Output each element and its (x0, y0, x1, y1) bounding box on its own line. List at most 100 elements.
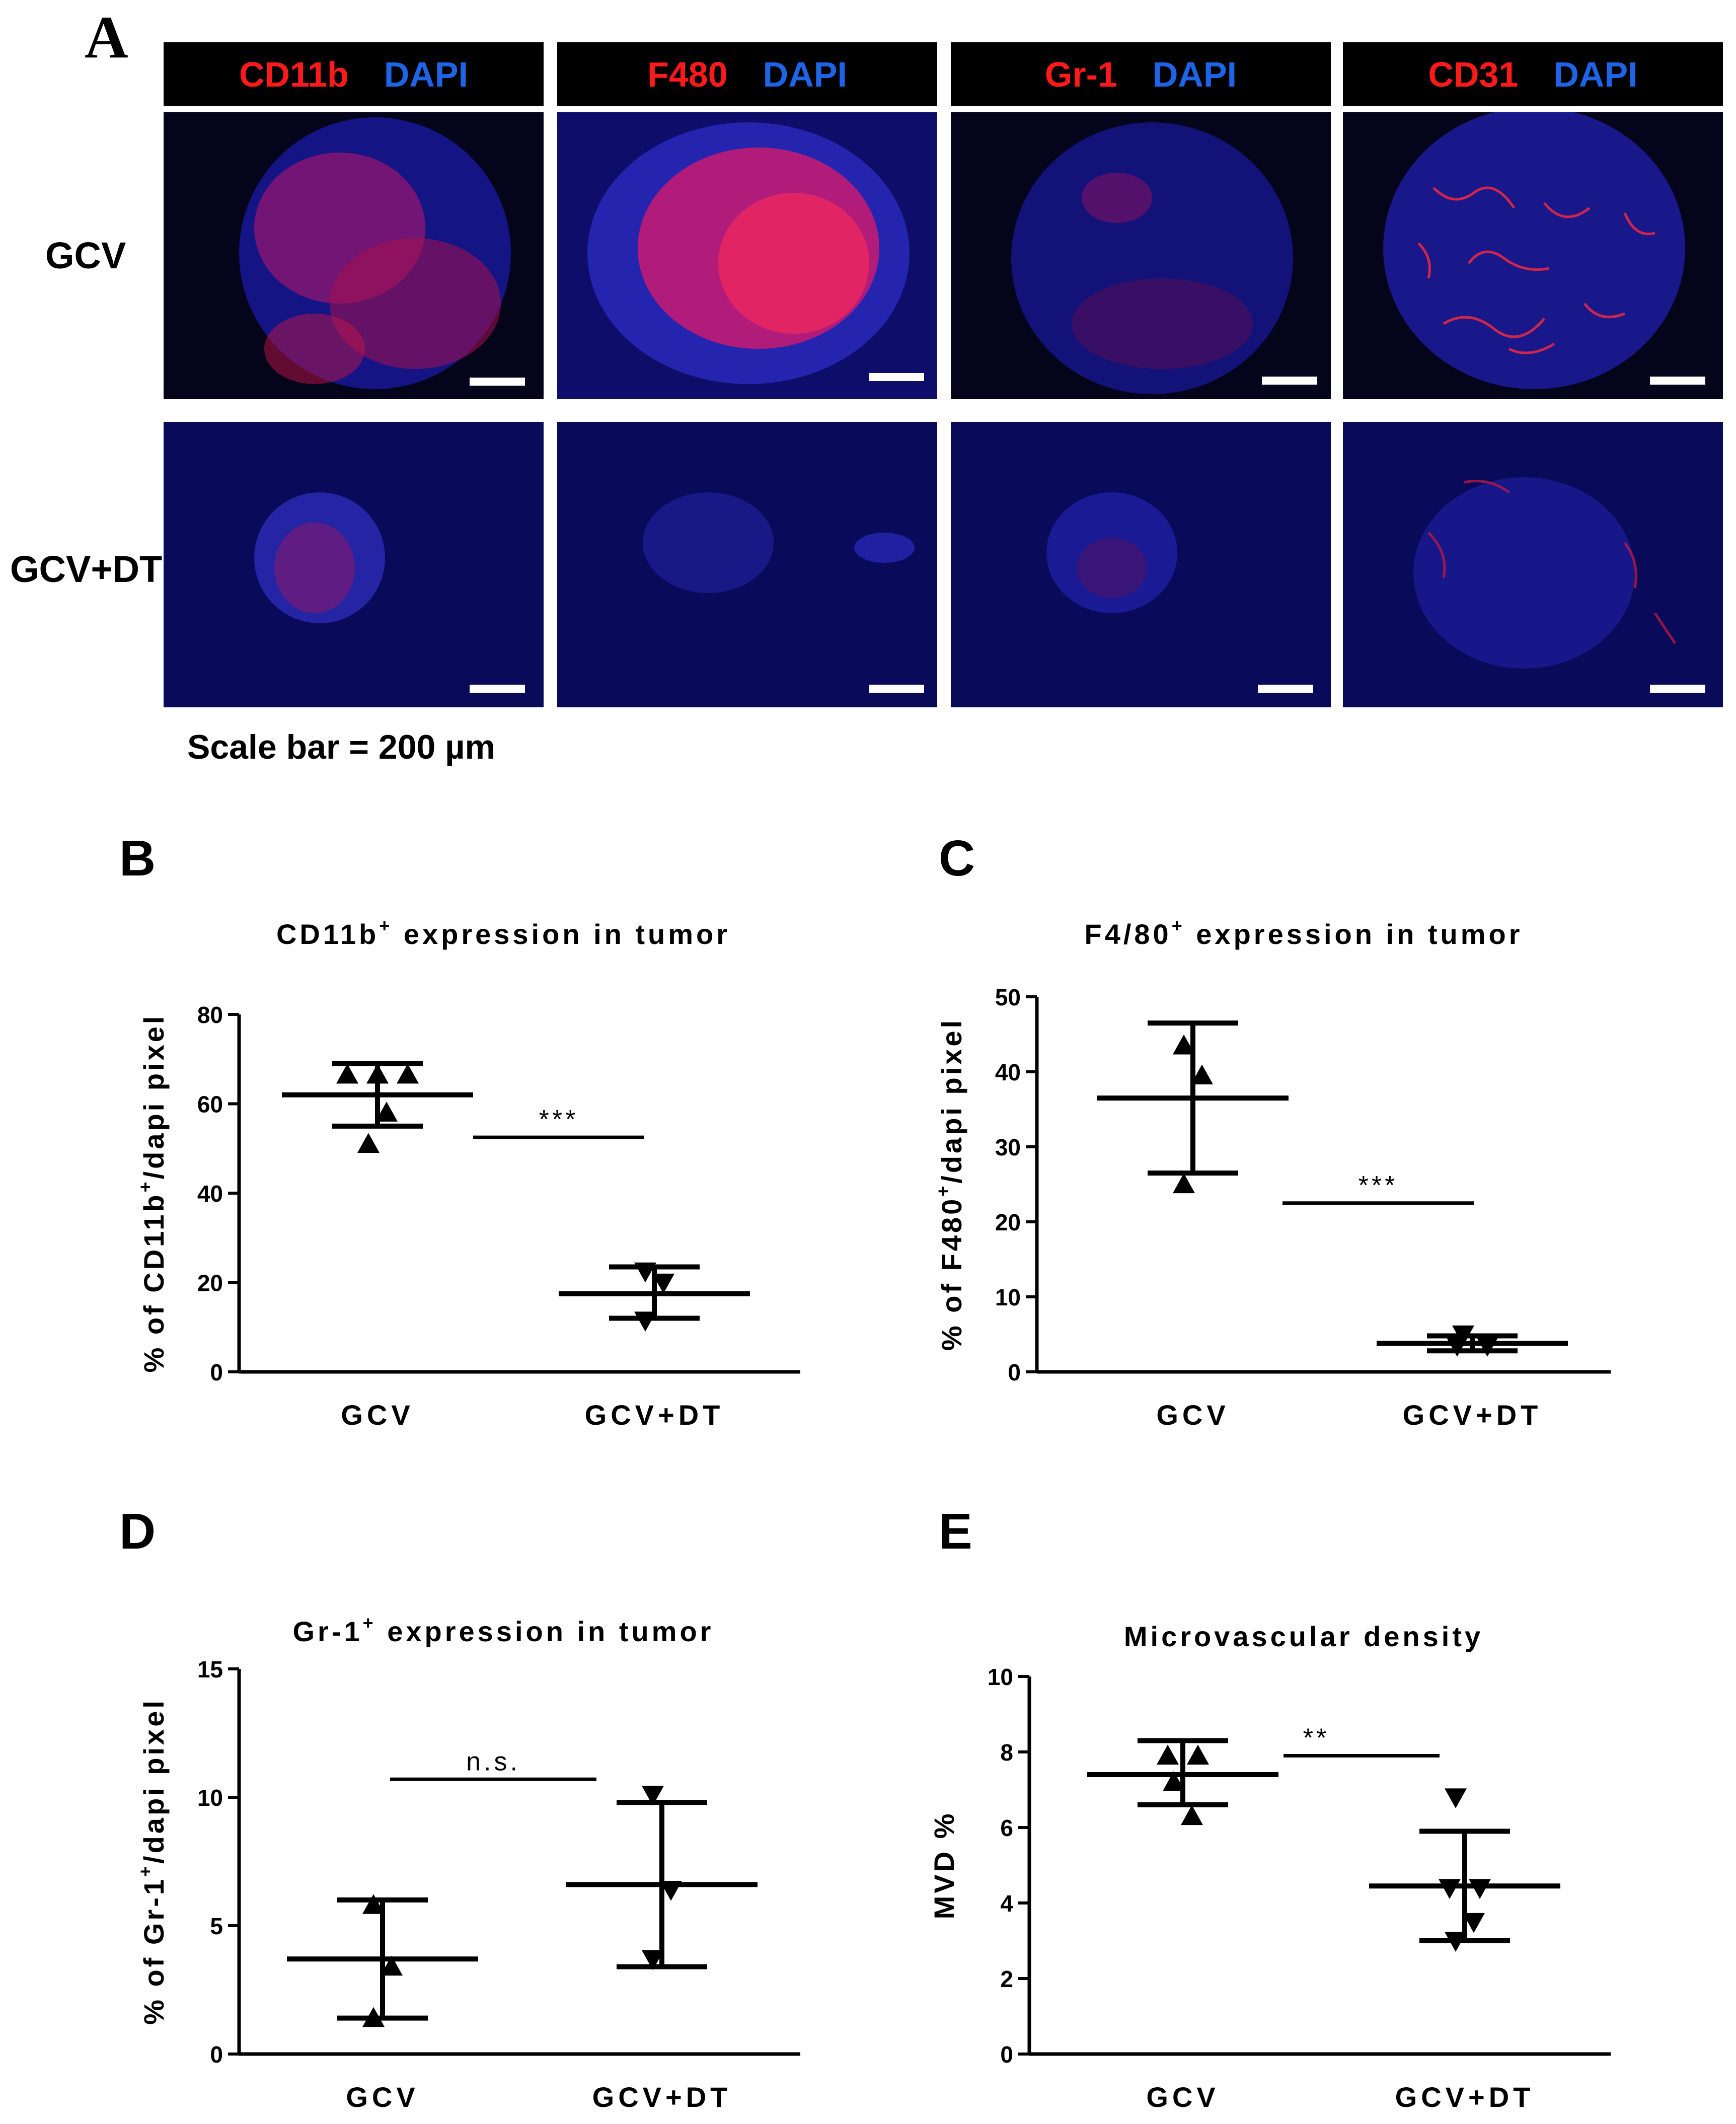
micrograph-image (1383, 112, 1685, 389)
data-point (642, 1786, 664, 1806)
micrograph-image (1343, 422, 1723, 707)
data-point (336, 1063, 358, 1084)
data-point (1191, 1064, 1213, 1085)
micrograph-gcvdt-cd11b (164, 422, 544, 707)
y-axis-label-sup: + (135, 1864, 156, 1877)
x-category-label: GCV (346, 2081, 419, 2113)
data-point (1173, 1034, 1195, 1055)
y-tick-label: 30 (995, 1134, 1021, 1160)
y-tick-label: 80 (197, 1002, 223, 1028)
y-tick-label: 20 (995, 1209, 1021, 1235)
x-category-label: GCV+DT (1403, 1399, 1542, 1431)
column-header-gr1: Gr-1 DAPI (951, 42, 1331, 106)
y-tick-label: 2 (1000, 1966, 1013, 1992)
data-point (1446, 1337, 1468, 1357)
data-point (1173, 1173, 1195, 1194)
data-point (375, 1102, 398, 1122)
y-tick-label: 6 (1000, 1815, 1013, 1841)
panel-b-letter: B (119, 830, 156, 887)
data-point (1469, 1879, 1491, 1899)
scale-bar (869, 373, 924, 381)
data-point (362, 2007, 385, 2027)
micrograph-image (557, 112, 937, 399)
x-category-label: GCV+DT (585, 1399, 724, 1431)
y-tick-label: 0 (1008, 1359, 1021, 1385)
data-point (1463, 1913, 1485, 1933)
stain-label: DAPI (763, 54, 847, 94)
data-point (660, 1881, 682, 1901)
y-axis-label-pre: % of CD11b (138, 1192, 170, 1372)
chart-title-sup: + (379, 915, 393, 936)
micrograph-image (239, 117, 511, 389)
y-axis-label-pre: % of Gr-1 (138, 1877, 170, 2025)
chart-title-base: Gr-1 (293, 1616, 363, 1647)
y-tick-label: 50 (995, 984, 1021, 1010)
stain-label: DAPI (1152, 54, 1237, 94)
x-category-label: GCV+DT (592, 2081, 732, 2113)
marker-label: Gr-1 (1044, 54, 1117, 94)
significance-label: *** (1358, 1171, 1398, 1200)
scale-bar (1650, 685, 1705, 693)
y-axis-label: % of CD11b+/dapi pixel (135, 1014, 170, 1373)
chart-title-base: F4/80 (1084, 918, 1171, 950)
chart-title: Microvascular density (1124, 1621, 1483, 1652)
y-tick-label: 0 (1000, 2041, 1013, 2068)
stain-label: DAPI (384, 54, 469, 94)
x-category-label: GCV+DT (1395, 2081, 1535, 2113)
scale-bar (470, 685, 525, 693)
row-label-gcv-dt: GCV+DT (10, 548, 163, 590)
column-header-f480: F480 DAPI (557, 42, 937, 106)
data-point (1187, 1744, 1209, 1765)
chart-title: Gr-1+ expression in tumor (293, 1613, 714, 1647)
data-point (366, 1063, 389, 1084)
y-axis-label: % of Gr-1+/dapi pixel (135, 1698, 170, 2025)
chart-title-base: CD11b (276, 918, 379, 950)
chart-title-rest: expression in tumor (393, 918, 730, 950)
data-point (1157, 1744, 1179, 1765)
y-axis-label: MVD % (928, 1811, 960, 1920)
y-axis-label: % of F480+/dapi pixel (933, 1018, 967, 1351)
y-tick-label: 4 (1000, 1890, 1013, 1917)
scale-bar (1262, 377, 1317, 385)
chart-f480: F4/80+ expression in tumor % of F480+/dap… (933, 915, 1611, 1431)
x-category-label: GCV (341, 1399, 414, 1431)
micrograph-image (951, 422, 1331, 707)
micrograph-gcv-cd31 (1343, 112, 1723, 399)
data-point (1439, 1879, 1461, 1899)
scale-bar (470, 378, 525, 386)
y-axis-label-sup: + (135, 1179, 156, 1192)
y-axis-label-post: /dapi pixel (138, 1014, 170, 1180)
data-point (1476, 1337, 1498, 1357)
y-tick-label: 0 (210, 1359, 223, 1385)
data-point (362, 1894, 385, 1914)
y-tick-label: 15 (197, 1656, 223, 1682)
x-category-label: GCV (1156, 1399, 1229, 1431)
chart-title-base: Microvascular density (1124, 1621, 1483, 1652)
panel-c-letter: C (939, 830, 975, 887)
chart-title: F4/80+ expression in tumor (1084, 915, 1523, 950)
y-axis-label-post: /dapi pixel (936, 1018, 967, 1184)
y-tick-label: 8 (1000, 1739, 1013, 1766)
micrograph-gcv-f480 (557, 112, 937, 399)
marker-label: CD11b (239, 54, 349, 94)
y-axis-label-pre: MVD % (928, 1811, 960, 1920)
y-tick-label: 40 (995, 1059, 1021, 1085)
chart-title-rest: expression in tumor (1185, 918, 1523, 950)
micrograph-gcv-gr1 (951, 112, 1331, 399)
panel-d-letter: D (119, 1503, 156, 1560)
micrograph-gcv-cd11b (164, 112, 544, 399)
scale-bar (1650, 377, 1705, 385)
micrograph-gcvdt-gr1 (951, 422, 1331, 707)
y-tick-label: 0 (210, 2041, 223, 2068)
y-tick-label: 5 (210, 1913, 223, 1939)
data-point (1452, 1325, 1474, 1346)
chart-title: CD11b+ expression in tumor (276, 915, 730, 950)
scale-bar (1258, 685, 1313, 693)
panel-a-letter: A (85, 4, 128, 70)
chart-title-sup: + (363, 1613, 376, 1633)
column-header-cd11b: CD11b DAPI (164, 42, 544, 106)
marker-label: CD31 (1428, 54, 1519, 94)
chart-cd11b: CD11b+ expression in tumor% of CD11b+/da… (135, 915, 800, 1431)
data-point (652, 1273, 674, 1294)
column-header-cd31: CD31 DAPI (1343, 42, 1723, 106)
